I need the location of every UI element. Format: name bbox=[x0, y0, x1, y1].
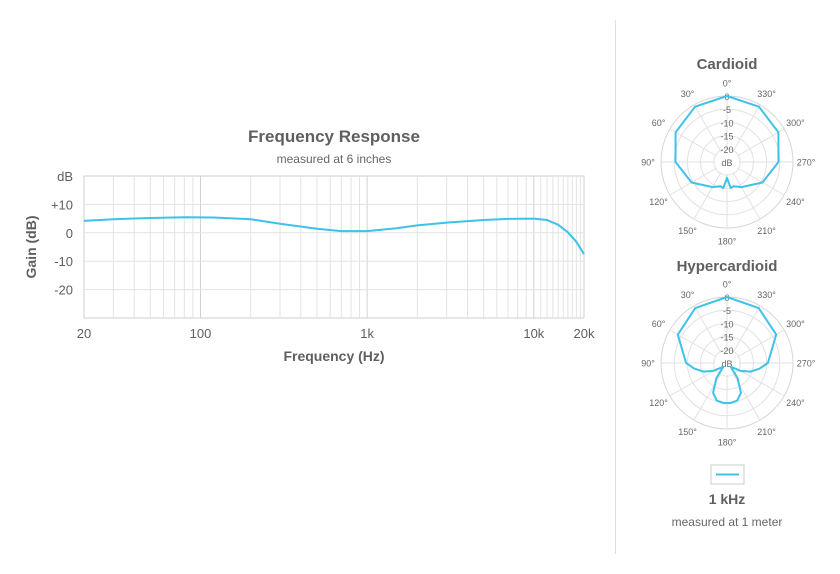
polar-angle-label: 240° bbox=[786, 398, 805, 408]
polar-angle-label: 150° bbox=[678, 427, 697, 437]
polar-spoke bbox=[669, 368, 717, 397]
fr-x-tick-label: 1k bbox=[360, 326, 374, 341]
polar-angle-label: 60° bbox=[652, 118, 666, 128]
polar-radial-label: -10 bbox=[720, 118, 733, 128]
polar-spoke bbox=[737, 368, 785, 397]
polar-series-line bbox=[674, 95, 780, 190]
polar-angle-label: 60° bbox=[652, 319, 666, 329]
fr-plot-frame bbox=[83, 175, 585, 319]
polar-angle-label: 270° bbox=[797, 158, 816, 168]
cardioid-title: Cardioid bbox=[697, 56, 758, 73]
fr-x-tick-label: 20 bbox=[77, 326, 91, 341]
polar-spoke bbox=[737, 128, 785, 157]
legend-label: 1 kHz bbox=[709, 491, 746, 507]
legend: 1 kHz measured at 1 meter bbox=[672, 464, 783, 529]
polar-angle-label: 0° bbox=[723, 79, 732, 89]
polar-spoke bbox=[732, 172, 761, 220]
polar-radial-label: dB bbox=[721, 359, 732, 369]
polar-angle-label: 180° bbox=[718, 237, 737, 247]
polar-angle-label: 30° bbox=[681, 290, 695, 300]
fr-x-ticks: 20 100 1k 10k 20k bbox=[77, 326, 595, 341]
polar-angle-label: 240° bbox=[786, 197, 805, 207]
legend-note: measured at 1 meter bbox=[672, 515, 783, 529]
polar-angle-label: 150° bbox=[678, 226, 697, 236]
polar-radial-label: -20 bbox=[720, 346, 733, 356]
polar-angle-label: 210° bbox=[757, 427, 776, 437]
polar-radial-label: -5 bbox=[723, 306, 731, 316]
polar-angle-label: 270° bbox=[797, 359, 816, 369]
hypercardioid-title: Hypercardioid bbox=[677, 258, 778, 275]
polar-angle-label: 210° bbox=[757, 226, 776, 236]
polar-spoke bbox=[693, 172, 722, 220]
fr-y-axis-label: Gain (dB) bbox=[23, 216, 39, 279]
polar-angle-label: 90° bbox=[641, 359, 655, 369]
fr-x-tick-label: 10k bbox=[523, 326, 544, 341]
fr-chart-title: Frequency Response bbox=[248, 127, 420, 146]
cardioid-polar-chart: Cardioid 0° 30° 60° 90° 120° 150° 180° 210° 240°… bbox=[641, 56, 816, 247]
fr-y-tick-label: +10 bbox=[51, 197, 73, 212]
polar-radial-label: -10 bbox=[720, 319, 733, 329]
polar-angle-label: 90° bbox=[641, 158, 655, 168]
polar-angle-label: 120° bbox=[649, 197, 668, 207]
polar-spoke bbox=[693, 104, 722, 152]
polar-angle-label: 180° bbox=[718, 438, 737, 448]
fr-y-tick-label: -10 bbox=[54, 254, 73, 269]
polar-spoke bbox=[732, 305, 761, 353]
fr-y-ticks: dB +10 0 -10 -20 bbox=[51, 169, 73, 298]
fr-x-tick-label: 20k bbox=[574, 326, 595, 341]
polar-angle-label: 300° bbox=[786, 319, 805, 329]
polar-angle-label: 120° bbox=[649, 398, 668, 408]
polar-angle-label: 300° bbox=[786, 118, 805, 128]
polar-radial-label: -5 bbox=[723, 105, 731, 115]
polar-radial-label: -20 bbox=[720, 145, 733, 155]
polar-radial-label: -15 bbox=[720, 132, 733, 142]
fr-y-tick-label: 0 bbox=[66, 226, 73, 241]
polar-angle-label: 30° bbox=[681, 89, 695, 99]
fr-x-tick-label: 100 bbox=[190, 326, 212, 341]
polar-spoke bbox=[669, 128, 717, 157]
fr-x-axis-label: Frequency (Hz) bbox=[283, 348, 384, 364]
polar-angle-label: 330° bbox=[757, 89, 776, 99]
fr-y-tick-label: -20 bbox=[54, 283, 73, 298]
polar-spoke bbox=[732, 104, 761, 152]
fr-series-line bbox=[83, 216, 585, 255]
polar-spoke bbox=[737, 167, 785, 196]
polar-angle-label: 330° bbox=[757, 290, 776, 300]
frequency-response-chart: Frequency Response measured at 6 inches … bbox=[23, 127, 595, 364]
polar-spoke bbox=[669, 167, 717, 196]
polar-radial-label: -15 bbox=[720, 333, 733, 343]
fr-grid bbox=[83, 175, 585, 319]
polar-radial-label: dB bbox=[721, 158, 732, 168]
hypercardioid-polar-chart: Hypercardioid 0° 30° 60° 90° 120° 150° 180° 210… bbox=[641, 258, 816, 448]
fr-chart-subtitle: measured at 6 inches bbox=[277, 152, 392, 166]
fr-y-tick-label: dB bbox=[57, 169, 73, 184]
polar-series-line bbox=[676, 296, 778, 405]
polar-angle-label: 0° bbox=[723, 280, 732, 290]
polar-spoke bbox=[693, 305, 722, 353]
